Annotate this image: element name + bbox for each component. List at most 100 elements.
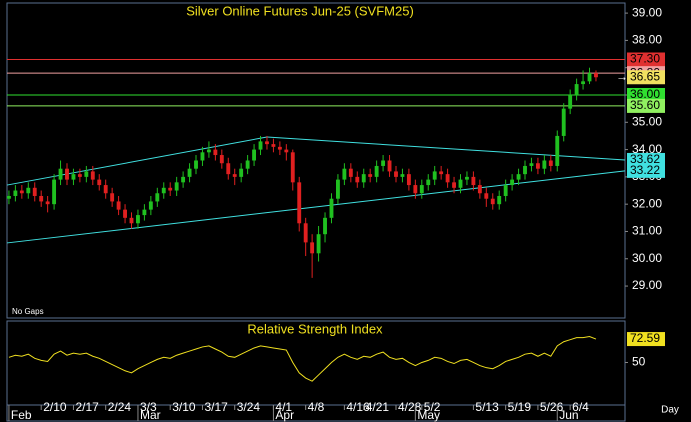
candle-body: [45, 201, 50, 205]
x-tick-label: 6/4: [572, 400, 589, 414]
candle-body: [181, 176, 186, 183]
month-label: May: [417, 408, 440, 422]
candle-body: [413, 185, 418, 194]
candle-body: [548, 160, 553, 166]
candle-body: [258, 141, 263, 150]
x-tick-label: 2/17: [75, 400, 99, 414]
candle-body: [471, 176, 476, 186]
candle-body: [136, 215, 140, 224]
candle-body: [77, 174, 82, 177]
candle-body: [161, 187, 166, 194]
candle-body: [271, 144, 276, 147]
candle-body: [452, 182, 456, 188]
candle-body: [142, 209, 147, 216]
candle-body: [310, 242, 315, 254]
y-tick-label: 35.00: [632, 114, 662, 128]
last-arrow: →: [616, 69, 628, 83]
candle-body: [419, 185, 424, 194]
candle-body: [439, 171, 444, 175]
trendline: [6, 136, 268, 186]
x-tick-label: 3/3: [140, 400, 157, 414]
month-label: Feb: [11, 408, 32, 422]
candle-body: [316, 234, 321, 254]
rsi-line: [8, 336, 597, 382]
month-label: Apr: [275, 408, 294, 422]
candle-body: [84, 171, 89, 177]
x-tick-label: 2/24: [108, 400, 132, 414]
candle-body: [232, 174, 237, 177]
y-tick-label: 32.00: [632, 196, 662, 210]
candle-body: [290, 152, 295, 183]
candle-body: [497, 195, 502, 205]
candle-body: [265, 141, 269, 145]
candle-body: [445, 174, 450, 183]
candle-body: [303, 223, 308, 243]
candle-body: [245, 160, 250, 169]
candle-body: [368, 174, 373, 177]
level-label: 37.30: [630, 52, 660, 66]
candle-body: [219, 155, 224, 164]
candle-body: [200, 152, 205, 161]
date-axis: [6, 404, 626, 422]
month-label: Jun: [559, 408, 578, 422]
candle-body: [168, 187, 173, 191]
trendline-label: 33.22: [630, 163, 660, 177]
candle-body: [503, 185, 508, 196]
x-tick-label: 4/8: [308, 400, 325, 414]
candle-body: [387, 160, 392, 172]
candle-body: [19, 190, 24, 194]
level-label: 35.60: [630, 98, 660, 112]
rsi-last-label: 72.59: [630, 331, 660, 345]
candle-body: [213, 149, 218, 156]
candle-body: [355, 176, 360, 183]
candle-body: [477, 185, 482, 194]
candle-body: [71, 174, 76, 180]
month-label: Mar: [140, 408, 161, 422]
candle-body: [187, 168, 192, 177]
candle-body: [26, 187, 31, 194]
candle-body: [465, 176, 469, 180]
x-tick-label: 5/2: [424, 400, 441, 414]
candle-body: [239, 168, 244, 177]
trendline: [266, 136, 626, 161]
candle-body: [510, 179, 515, 186]
y-tick-label: 30.00: [632, 251, 662, 265]
candle-body: [58, 168, 63, 180]
x-tick-label: 3/24: [237, 400, 261, 414]
y-tick-label: 31.00: [632, 224, 662, 238]
candle-body: [32, 187, 37, 196]
candle-body: [523, 165, 527, 175]
last-price-tag: [627, 70, 665, 85]
candle-body: [406, 174, 411, 186]
candle-body: [148, 201, 153, 210]
candle-body: [277, 146, 282, 150]
x-tick-label: 3/10: [172, 400, 196, 414]
candle-body: [39, 195, 44, 202]
candle-body: [348, 168, 353, 177]
x-tick-label: 2/10: [43, 400, 67, 414]
level-label: 36.00: [630, 87, 660, 101]
candle-body: [252, 149, 257, 161]
x-tick-label: 5/19: [508, 400, 532, 414]
candle-body: [361, 174, 366, 183]
candle-body: [90, 171, 95, 180]
candle-body: [381, 160, 386, 166]
candle-body: [123, 209, 127, 218]
candle-body: [542, 160, 547, 169]
candle-body: [335, 179, 340, 199]
candle-body: [342, 168, 347, 180]
candle-body: [206, 149, 211, 153]
candle-body: [155, 193, 160, 202]
x-tick-label: 4/21: [366, 400, 390, 414]
x-tick-label: 4/16: [346, 400, 370, 414]
trendline: [6, 170, 626, 244]
y-tick-label: 29.00: [632, 278, 662, 292]
candle-body: [323, 217, 327, 235]
x-tick-label: 5/13: [475, 400, 499, 414]
rsi-last-tag: [627, 332, 665, 347]
candle-body: [574, 84, 579, 95]
candle-body: [65, 168, 69, 180]
candle-body: [587, 73, 592, 82]
candle-body: [129, 217, 134, 224]
candle-body: [594, 73, 598, 78]
